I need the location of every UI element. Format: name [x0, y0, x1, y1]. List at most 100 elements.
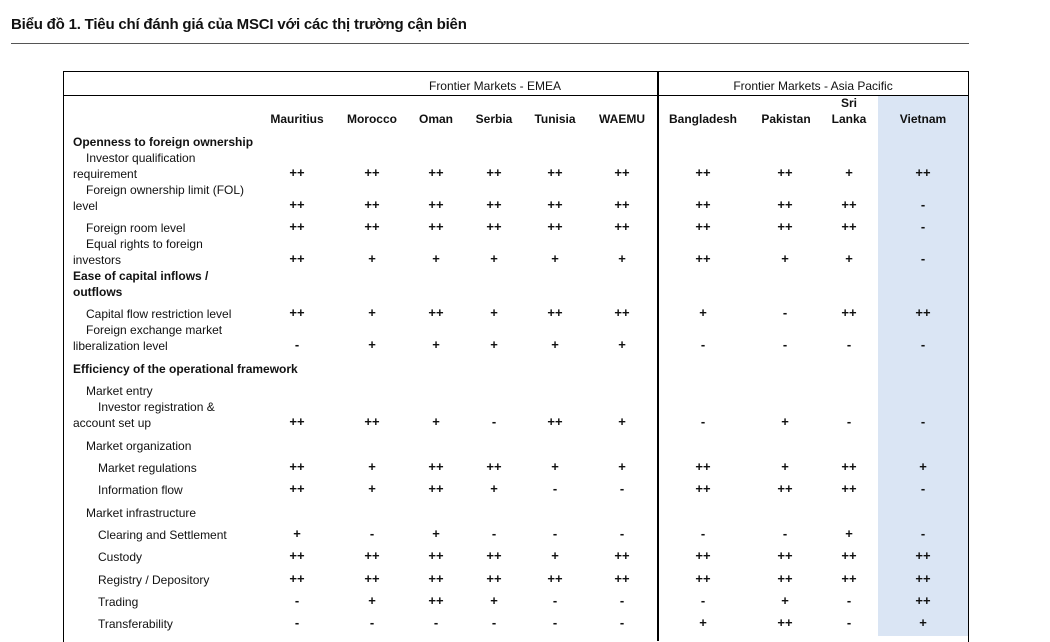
- group-header-rule: [63, 95, 969, 96]
- column-header-pakistan: Pakistan: [761, 112, 811, 126]
- rating-cell: ++: [486, 197, 502, 212]
- row-label: Foreign ownership limit (FOL) level: [73, 183, 245, 213]
- rating-cell: ++: [364, 548, 380, 563]
- rating-cell: ++: [289, 251, 305, 266]
- rating-cell: ++: [428, 165, 444, 180]
- rating-cell: ++: [547, 414, 563, 429]
- rating-cell: -: [920, 197, 926, 212]
- rating-cell: ++: [428, 571, 444, 586]
- rating-cell: ++: [777, 571, 793, 586]
- rating-cell: ++: [915, 305, 931, 320]
- row-label: Market infrastructure: [86, 506, 197, 520]
- column-header-waemu: WAEMU: [599, 112, 645, 126]
- rating-cell: -: [846, 615, 852, 630]
- rating-cell: ++: [486, 571, 502, 586]
- rating-cell: +: [781, 593, 789, 608]
- row-label: Trading: [98, 595, 139, 609]
- rating-cell: ++: [614, 571, 630, 586]
- rating-cell: +: [699, 615, 707, 630]
- rating-cell: +: [432, 414, 440, 429]
- row-label: Market regulations: [98, 461, 197, 475]
- rating-cell: -: [920, 251, 926, 266]
- column-header-serbia: Serbia: [475, 112, 513, 126]
- rating-cell: +: [781, 251, 789, 266]
- rating-cell: +: [618, 414, 626, 429]
- vietnam-column-highlight: [878, 96, 968, 636]
- column-header-vietnam: Vietnam: [899, 112, 947, 126]
- row-label: Efficiency of the operational framework: [73, 362, 298, 376]
- row-label: Investor registration & account set up: [73, 400, 215, 430]
- rating-cell: +: [551, 251, 559, 266]
- rating-cell: ++: [289, 165, 305, 180]
- rating-cell: +: [490, 593, 498, 608]
- rating-cell: ++: [364, 165, 380, 180]
- rating-cell: -: [369, 526, 375, 541]
- rating-cell: -: [920, 526, 926, 541]
- rating-cell: -: [782, 526, 788, 541]
- rating-cell: ++: [915, 548, 931, 563]
- rating-cell: +: [919, 459, 927, 474]
- group-divider: [657, 71, 659, 641]
- rating-cell: ++: [428, 481, 444, 496]
- rating-cell: ++: [695, 459, 711, 474]
- rating-cell: +: [368, 337, 376, 352]
- rating-cell: -: [552, 593, 558, 608]
- column-header-oman: Oman: [418, 112, 453, 126]
- rating-cell: -: [552, 615, 558, 630]
- column-header-sri-line2: Lanka: [831, 112, 867, 126]
- rating-cell: ++: [364, 197, 380, 212]
- rating-cell: ++: [841, 571, 857, 586]
- rating-cell: -: [700, 337, 706, 352]
- rating-cell: -: [433, 615, 439, 630]
- rating-cell: ++: [614, 219, 630, 234]
- rating-cell: +: [845, 526, 853, 541]
- criteria-table: [63, 71, 969, 642]
- title-divider: [11, 43, 969, 44]
- rating-cell: +: [368, 481, 376, 496]
- rating-cell: ++: [486, 459, 502, 474]
- rating-cell: ++: [486, 165, 502, 180]
- rating-cell: ++: [777, 548, 793, 563]
- row-label: Investor qualification requirement: [73, 151, 196, 181]
- row-label: Registry / Depository: [98, 573, 210, 587]
- rating-cell: -: [369, 615, 375, 630]
- rating-cell: ++: [841, 481, 857, 496]
- rating-cell: -: [619, 615, 625, 630]
- rating-cell: +: [368, 593, 376, 608]
- rating-cell: ++: [777, 197, 793, 212]
- row-label: Ease of capital inflows / outflows: [73, 269, 209, 299]
- rating-cell: ++: [841, 219, 857, 234]
- rating-cell: ++: [695, 165, 711, 180]
- rating-cell: ++: [614, 165, 630, 180]
- rating-cell: ++: [428, 219, 444, 234]
- rating-cell: +: [432, 526, 440, 541]
- rating-cell: -: [700, 526, 706, 541]
- column-header-bangladesh: Bangladesh: [668, 112, 737, 126]
- rating-cell: ++: [614, 548, 630, 563]
- rating-cell: -: [552, 481, 558, 496]
- rating-cell: ++: [777, 615, 793, 630]
- column-header-morocco: Morocco: [346, 112, 397, 126]
- rating-cell: ++: [695, 197, 711, 212]
- row-label: Information flow: [98, 483, 183, 497]
- group-header-apac: Frontier Markets - Asia Pacific: [733, 79, 893, 93]
- row-label: Transferability: [98, 617, 173, 631]
- rating-cell: -: [619, 593, 625, 608]
- column-header-mauritius: Mauritius: [270, 112, 324, 126]
- rating-cell: ++: [364, 414, 380, 429]
- rating-cell: +: [845, 251, 853, 266]
- column-header-sri-lanka: Sri Lanka: [826, 95, 872, 127]
- rating-cell: +: [845, 165, 853, 180]
- rating-cell: +: [490, 481, 498, 496]
- rating-cell: ++: [289, 481, 305, 496]
- rating-cell: +: [490, 337, 498, 352]
- rating-cell: ++: [428, 305, 444, 320]
- rating-cell: ++: [841, 548, 857, 563]
- rating-cell: ++: [915, 593, 931, 608]
- column-header-tunisia: Tunisia: [534, 112, 576, 126]
- rating-cell: +: [618, 459, 626, 474]
- rating-cell: -: [920, 219, 926, 234]
- rating-cell: ++: [428, 593, 444, 608]
- rating-cell: ++: [777, 165, 793, 180]
- rating-cell: ++: [289, 548, 305, 563]
